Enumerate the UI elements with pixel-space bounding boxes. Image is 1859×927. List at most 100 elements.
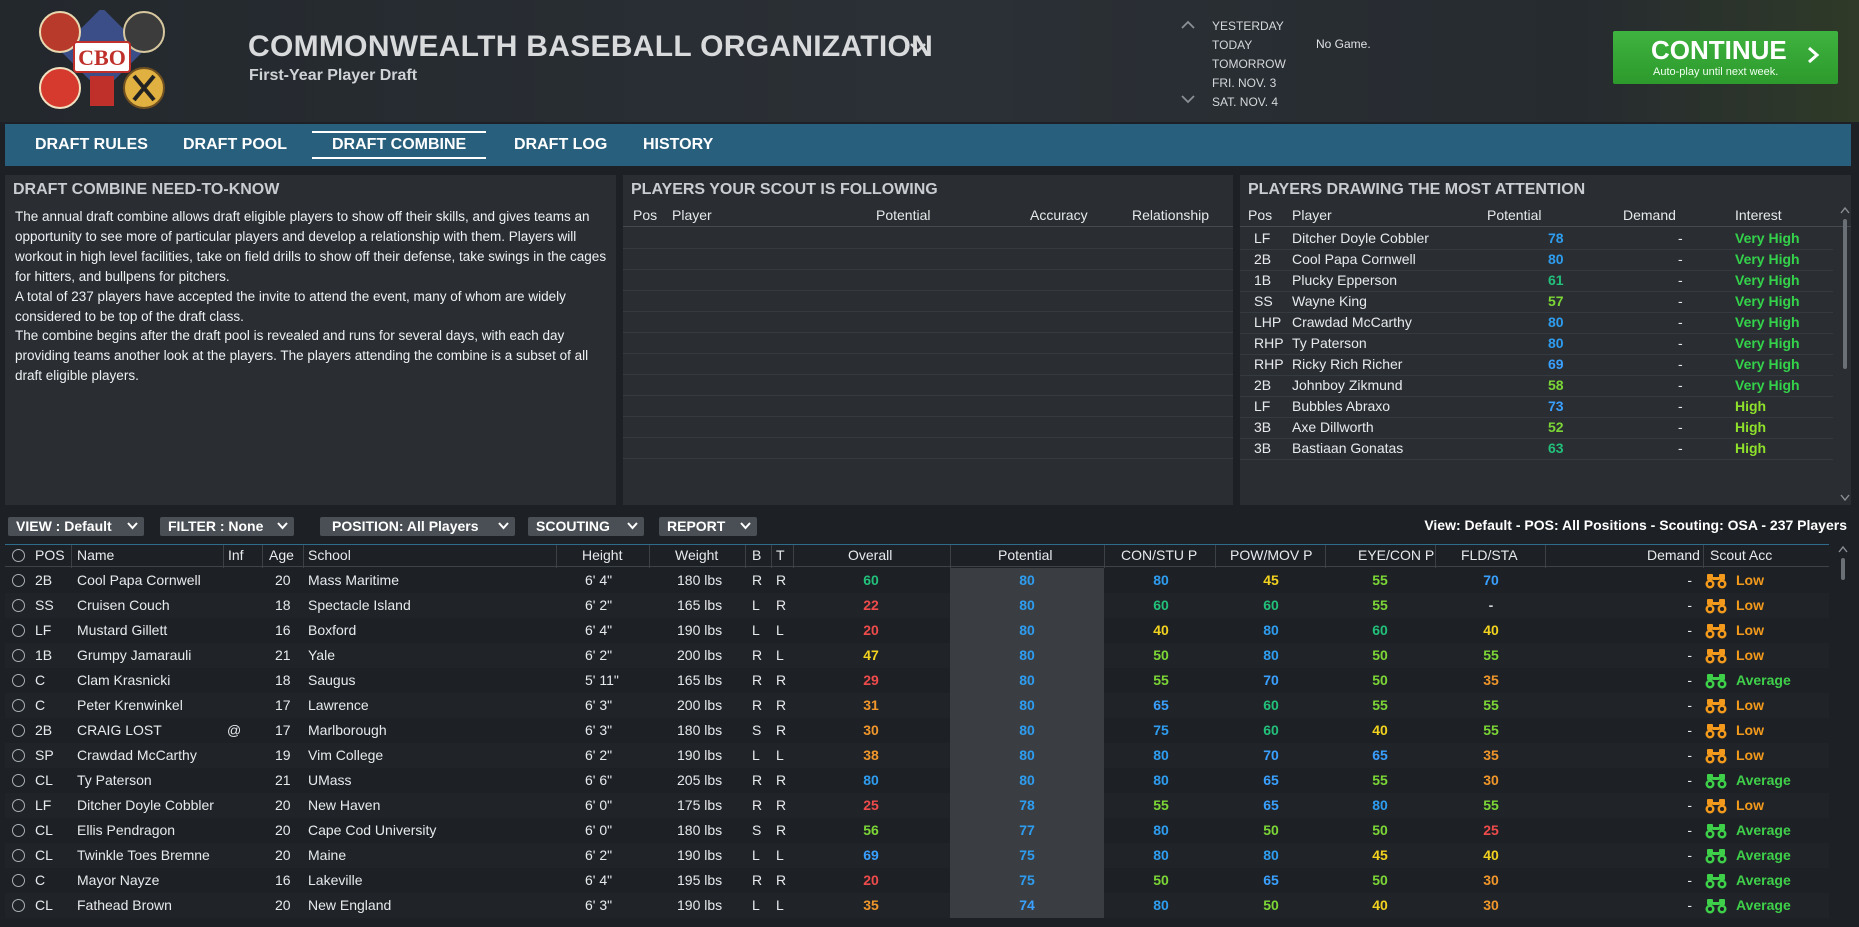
scouting-dropdown[interactable]: SCOUTING xyxy=(528,517,644,536)
date-today[interactable]: TODAY xyxy=(1212,38,1253,52)
filter-dropdown[interactable]: FILTER : None xyxy=(160,517,294,536)
attention-row[interactable]: RHP Ty Paterson 80 - Very High xyxy=(1240,334,1833,355)
col-throws[interactable]: T xyxy=(776,547,785,563)
attention-player[interactable]: Bastiaan Gonatas xyxy=(1292,440,1404,456)
attention-player[interactable]: Axe Dillworth xyxy=(1292,419,1374,435)
attention-player[interactable]: Johnboy Zikmund xyxy=(1292,377,1403,393)
col-potential[interactable]: Potential xyxy=(998,547,1053,563)
table-row[interactable]: LF Ditcher Doyle Cobbler 20 New Haven 6' 0" 1… xyxy=(5,793,1829,818)
row-select-radio[interactable] xyxy=(12,699,25,712)
org-title[interactable]: COMMONWEALTH BASEBALL ORGANIZATION xyxy=(248,30,934,63)
table-row[interactable]: 2B CRAIG LOST @17 Marlborough 6' 3" 180 lbs S R… xyxy=(5,718,1829,743)
col-relationship[interactable]: Relationship xyxy=(1132,207,1210,223)
chevron-down-icon[interactable] xyxy=(1180,93,1196,105)
attention-player[interactable]: Ditcher Doyle Cobbler xyxy=(1292,230,1429,246)
col-scout-acc[interactable]: Scout Acc xyxy=(1710,547,1773,563)
col-weight[interactable]: Weight xyxy=(675,547,719,563)
col-player[interactable]: Player xyxy=(1292,207,1332,223)
binoculars-icon[interactable] xyxy=(1705,672,1727,689)
attention-player[interactable]: Wayne King xyxy=(1292,293,1367,309)
binoculars-icon[interactable] xyxy=(1705,872,1727,889)
report-dropdown[interactable]: REPORT xyxy=(659,517,757,536)
binoculars-icon[interactable] xyxy=(1705,647,1727,664)
cell-name[interactable]: Fathead Brown xyxy=(77,897,172,913)
binoculars-icon[interactable] xyxy=(1705,797,1727,814)
tab-draft-pool[interactable]: DRAFT POOL xyxy=(183,136,287,153)
col-potential[interactable]: Potential xyxy=(876,207,931,223)
cell-name[interactable]: Mustard Gillett xyxy=(77,622,168,638)
table-row[interactable]: 1B Grumpy Jamarauli 21 Yale 6' 2" 200 lbs R L 47… xyxy=(5,643,1829,668)
attention-row[interactable]: 1B Plucky Epperson 61 - Very High xyxy=(1240,271,1833,292)
date-tomorrow[interactable]: TOMORROW xyxy=(1212,57,1286,71)
table-row[interactable]: LF Mustard Gillett 16 Boxford 6' 4" 190 lbs L L… xyxy=(5,618,1829,643)
cell-name[interactable]: Ellis Pendragon xyxy=(77,822,176,838)
attention-player[interactable]: Cool Papa Cornwell xyxy=(1292,251,1416,267)
col-pos[interactable]: Pos xyxy=(633,207,658,223)
scrollbar[interactable] xyxy=(1840,205,1850,503)
cell-name[interactable]: Twinkle Toes Bremne xyxy=(77,847,210,863)
table-row[interactable]: 2B Cool Papa Cornwell 20 Mass Maritime 6' 4"… xyxy=(5,568,1829,593)
attention-player[interactable]: Plucky Epperson xyxy=(1292,272,1398,288)
attention-player[interactable]: Ty Paterson xyxy=(1292,335,1367,351)
table-row[interactable]: SP Crawdad McCarthy 19 Vim College 6' 2" 190 … xyxy=(5,743,1829,768)
attention-row[interactable]: RHP Ricky Rich Richer 69 - Very High xyxy=(1240,355,1833,376)
view-dropdown[interactable]: VIEW : Default xyxy=(8,517,144,536)
col-height[interactable]: Height xyxy=(582,547,623,563)
row-select-radio[interactable] xyxy=(12,824,25,837)
row-select-radio[interactable] xyxy=(12,649,25,662)
chevron-down-icon[interactable] xyxy=(908,38,928,58)
col-school[interactable]: School xyxy=(308,547,351,563)
binoculars-icon[interactable] xyxy=(1705,572,1727,589)
attention-row[interactable]: SS Wayne King 57 - Very High xyxy=(1240,292,1833,313)
binoculars-icon[interactable] xyxy=(1705,897,1727,914)
col-inf[interactable]: Inf xyxy=(228,547,244,563)
col-pos[interactable]: POS xyxy=(35,547,65,563)
row-select-radio[interactable] xyxy=(12,749,25,762)
position-dropdown[interactable]: POSITION: All Players xyxy=(320,517,515,536)
col-fld-sta[interactable]: FLD/STA xyxy=(1461,547,1518,563)
date-fri[interactable]: FRI. NOV. 3 xyxy=(1212,76,1277,90)
col-name[interactable]: Name xyxy=(77,547,115,563)
row-select-radio[interactable] xyxy=(12,674,25,687)
row-select-radio[interactable] xyxy=(12,724,25,737)
cell-name[interactable]: Mayor Nayze xyxy=(77,872,160,888)
binoculars-icon[interactable] xyxy=(1705,622,1727,639)
cell-name[interactable]: Cruisen Couch xyxy=(77,597,170,613)
tab-history[interactable]: HISTORY xyxy=(643,136,714,153)
table-row[interactable]: CL Ellis Pendragon 20 Cape Cod University 6'… xyxy=(5,818,1829,843)
scrollbar[interactable] xyxy=(1837,544,1849,924)
row-select-radio[interactable] xyxy=(12,624,25,637)
col-bats[interactable]: B xyxy=(752,547,762,563)
binoculars-icon[interactable] xyxy=(1705,747,1727,764)
attention-player[interactable]: Crawdad McCarthy xyxy=(1292,314,1412,330)
cell-name[interactable]: Ty Paterson xyxy=(77,772,152,788)
attention-row[interactable]: 2B Johnboy Zikmund 58 - Very High xyxy=(1240,376,1833,397)
col-overall[interactable]: Overall xyxy=(848,547,893,563)
attention-row[interactable]: 3B Axe Dillworth 52 - High xyxy=(1240,418,1833,439)
cell-name[interactable]: Peter Krenwinkel xyxy=(77,697,183,713)
continue-button[interactable]: CONTINUE Auto-play until next week. xyxy=(1613,31,1838,84)
binoculars-icon[interactable] xyxy=(1705,722,1727,739)
col-accuracy[interactable]: Accuracy xyxy=(1030,207,1088,223)
row-select-radio[interactable] xyxy=(12,774,25,787)
binoculars-icon[interactable] xyxy=(1705,697,1727,714)
row-select-radio[interactable] xyxy=(12,899,25,912)
col-pow-mov[interactable]: POW/MOV P xyxy=(1230,547,1313,563)
table-row[interactable]: CL Twinkle Toes Bremne 20 Maine 6' 2" 190 lbs… xyxy=(5,843,1829,868)
col-potential[interactable]: Potential xyxy=(1487,207,1542,223)
attention-row[interactable]: LF Bubbles Abraxo 73 - High xyxy=(1240,397,1833,418)
tab-draft-log[interactable]: DRAFT LOG xyxy=(514,136,608,153)
attention-player[interactable]: Bubbles Abraxo xyxy=(1292,398,1391,414)
cell-name[interactable]: Ditcher Doyle Cobbler xyxy=(77,797,214,813)
attention-row[interactable]: 2B Cool Papa Cornwell 80 - Very High xyxy=(1240,250,1833,271)
chevron-up-icon[interactable] xyxy=(1180,19,1196,31)
cell-name[interactable]: Grumpy Jamarauli xyxy=(77,647,192,663)
date-yesterday[interactable]: YESTERDAY xyxy=(1212,19,1284,33)
cell-name[interactable]: Crawdad McCarthy xyxy=(77,747,197,763)
col-pos[interactable]: Pos xyxy=(1248,207,1273,223)
col-demand[interactable]: Demand xyxy=(1623,207,1676,223)
cell-name[interactable]: Cool Papa Cornwell xyxy=(77,572,201,588)
attention-row[interactable]: LF Ditcher Doyle Cobbler 78 - Very High xyxy=(1240,229,1833,250)
col-player[interactable]: Player xyxy=(672,207,712,223)
row-select-radio[interactable] xyxy=(12,799,25,812)
